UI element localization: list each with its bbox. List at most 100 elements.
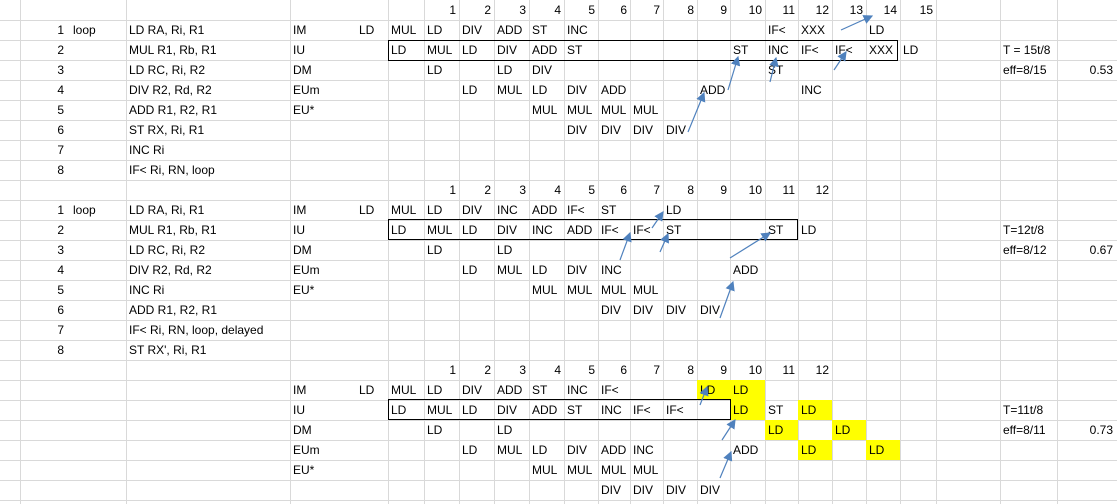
sheet-cell[interactable]: MUL (633, 283, 659, 297)
sheet-cell[interactable]: 5 (57, 283, 64, 297)
cycle-number-cell[interactable]: 9 (720, 363, 727, 377)
sheet-cell[interactable]: DIV R2, Rd, R2 (129, 263, 212, 277)
sheet-cell[interactable]: 3 (57, 243, 64, 257)
sheet-cell[interactable]: eff=8/12 (1003, 243, 1047, 257)
sheet-cell[interactable]: 5 (57, 103, 64, 117)
sheet-cell[interactable]: INC (601, 403, 622, 417)
cycle-number-cell[interactable]: 1 (449, 363, 456, 377)
highlighted-cell[interactable]: LD (730, 380, 765, 400)
sheet-cell[interactable]: LD (391, 223, 407, 237)
sheet-cell[interactable]: LD (801, 223, 817, 237)
sheet-cell[interactable]: MUL (633, 103, 659, 117)
sheet-cell[interactable]: DIV (567, 443, 588, 457)
sheet-cell[interactable]: INC (768, 43, 789, 57)
sheet-cell[interactable]: LD (532, 83, 548, 97)
sheet-cell[interactable]: ADD R1, R2, R1 (129, 103, 218, 117)
sheet-cell[interactable]: ADD (700, 83, 726, 97)
highlighted-cell[interactable]: LD (730, 400, 765, 420)
sheet-cell[interactable]: LD (462, 43, 478, 57)
cycle-number-cell[interactable]: 14 (883, 3, 897, 17)
sheet-cell[interactable]: LD (462, 263, 478, 277)
sheet-cell[interactable]: 4 (57, 83, 64, 97)
sheet-cell[interactable]: ADD (733, 263, 759, 277)
sheet-cell[interactable]: DIV (633, 303, 654, 317)
sheet-cell[interactable]: 0.67 (1089, 243, 1113, 257)
sheet-cell[interactable]: DIV (462, 23, 483, 37)
sheet-cell[interactable]: DIV (633, 123, 654, 137)
sheet-cell[interactable]: IF< (835, 43, 853, 57)
sheet-cell[interactable]: LD (391, 403, 407, 417)
sheet-cell[interactable]: DIV (462, 203, 483, 217)
sheet-cell[interactable]: MUL (427, 43, 453, 57)
sheet-cell[interactable]: ST (567, 403, 583, 417)
cycle-number-cell[interactable]: 3 (519, 3, 526, 17)
sheet-cell[interactable]: LD RC, Ri, R2 (129, 63, 206, 77)
highlighted-cell[interactable]: LD (697, 380, 730, 400)
sheet-cell[interactable]: DM (293, 63, 312, 77)
sheet-cell[interactable]: LD (391, 43, 407, 57)
sheet-cell[interactable]: IM (293, 23, 307, 37)
sheet-cell[interactable]: LD (462, 83, 478, 97)
sheet-cell[interactable]: 1 (57, 23, 64, 37)
highlighted-cell[interactable]: LD (765, 420, 798, 440)
cycle-number-cell[interactable]: 2 (484, 363, 491, 377)
sheet-cell[interactable]: IF< (666, 403, 684, 417)
sheet-cell[interactable]: 6 (57, 303, 64, 317)
sheet-cell[interactable]: DIV (567, 263, 588, 277)
sheet-cell[interactable]: MUL (391, 383, 417, 397)
cycle-number-cell[interactable]: 5 (588, 3, 595, 17)
sheet-cell[interactable]: LD (427, 423, 443, 437)
sheet-cell[interactable]: MUL (497, 83, 523, 97)
sheet-cell[interactable]: loop (73, 23, 96, 37)
cycle-number-cell[interactable]: 12 (815, 3, 829, 17)
cycle-number-cell[interactable]: 12 (815, 363, 829, 377)
sheet-cell[interactable]: EUm (293, 443, 320, 457)
sheet-cell[interactable]: MUL (567, 283, 593, 297)
cycle-number-cell[interactable]: 10 (748, 363, 762, 377)
sheet-cell[interactable]: ST RX', Ri, R1 (129, 343, 207, 357)
sheet-cell[interactable]: ADD (532, 43, 558, 57)
sheet-cell[interactable]: MUL (427, 403, 453, 417)
sheet-cell[interactable]: MUL (567, 103, 593, 117)
sheet-cell[interactable]: DIV (532, 63, 553, 77)
sheet-cell[interactable]: ADD R1, R2, R1 (129, 303, 218, 317)
sheet-cell[interactable]: T=12t/8 (1003, 223, 1045, 237)
highlighted-cell[interactable]: LD (798, 400, 832, 420)
cycle-number-cell[interactable]: 6 (620, 3, 627, 17)
sheet-cell[interactable]: LD (359, 23, 375, 37)
sheet-cell[interactable]: INC Ri (129, 143, 165, 157)
cycle-number-cell[interactable]: 7 (653, 183, 660, 197)
cycle-number-cell[interactable]: 3 (519, 183, 526, 197)
cycle-number-cell[interactable]: 4 (554, 363, 561, 377)
sheet-cell[interactable]: eff=8/11 (1003, 423, 1046, 437)
sheet-cell[interactable]: MUL (532, 463, 558, 477)
sheet-cell[interactable]: LD RA, Ri, R1 (129, 203, 205, 217)
sheet-cell[interactable]: DM (293, 243, 312, 257)
cycle-number-cell[interactable]: 8 (687, 363, 694, 377)
sheet-cell[interactable]: 7 (57, 143, 64, 157)
sheet-cell[interactable]: LD (462, 443, 478, 457)
sheet-cell[interactable]: DIV (700, 483, 721, 497)
cycle-number-cell[interactable]: 2 (484, 3, 491, 17)
sheet-cell[interactable]: ST (768, 223, 784, 237)
sheet-cell[interactable]: DIV (601, 123, 622, 137)
sheet-cell[interactable]: ADD (601, 83, 627, 97)
cycle-number-cell[interactable]: 15 (919, 3, 933, 17)
sheet-cell[interactable]: DIV (633, 483, 654, 497)
cycle-number-cell[interactable]: 4 (554, 183, 561, 197)
sheet-cell[interactable]: EUm (293, 263, 320, 277)
cycle-number-cell[interactable]: 1 (449, 183, 456, 197)
sheet-cell[interactable]: IF< (768, 23, 786, 37)
cycle-number-cell[interactable]: 13 (849, 3, 863, 17)
sheet-cell[interactable]: INC (567, 383, 588, 397)
sheet-cell[interactable]: LD (427, 63, 443, 77)
cycle-number-cell[interactable]: 7 (653, 363, 660, 377)
cycle-number-cell[interactable]: 9 (720, 183, 727, 197)
sheet-cell[interactable]: MUL (497, 443, 523, 457)
sheet-cell[interactable]: loop (73, 203, 96, 217)
sheet-cell[interactable]: 3 (57, 63, 64, 77)
cycle-number-cell[interactable]: 11 (782, 3, 795, 17)
sheet-cell[interactable]: IU (293, 43, 305, 57)
sheet-cell[interactable]: IF< (801, 43, 819, 57)
sheet-cell[interactable]: DIV (567, 123, 588, 137)
